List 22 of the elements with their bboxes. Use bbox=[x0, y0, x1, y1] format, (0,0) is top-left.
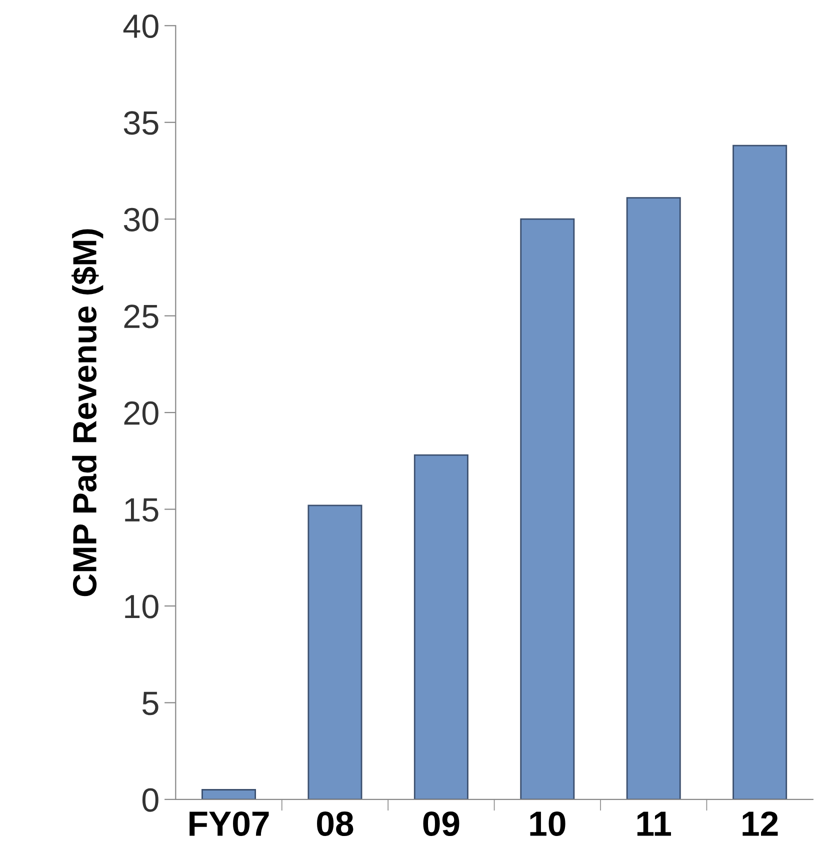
y-tick-label: 40 bbox=[123, 14, 158, 38]
y-tick-label: 25 bbox=[124, 304, 158, 328]
y-tick-label: 0 bbox=[142, 788, 158, 812]
y-tick-label: 20 bbox=[124, 401, 158, 425]
x-tick-label: FY07 bbox=[190, 811, 269, 836]
bar bbox=[520, 218, 575, 800]
x-tick-label: 08 bbox=[317, 811, 354, 836]
y-tick-label: 35 bbox=[124, 111, 158, 135]
y-tick-label: 15 bbox=[125, 498, 158, 522]
bar bbox=[414, 454, 468, 800]
bar bbox=[626, 197, 681, 800]
y-tick-label: 5 bbox=[142, 692, 158, 716]
bar bbox=[202, 789, 256, 800]
x-tick-label: 10 bbox=[530, 811, 566, 836]
x-tick-label: 12 bbox=[742, 811, 778, 836]
y-tick-label: 30 bbox=[124, 208, 158, 232]
y-axis-title: CMP Pad Revenue ($M) bbox=[72, 229, 104, 596]
y-tick-label: 10 bbox=[125, 594, 158, 618]
bar bbox=[732, 144, 788, 800]
bar bbox=[308, 504, 362, 800]
x-tick-label: 09 bbox=[423, 811, 460, 836]
x-tick-label: 11 bbox=[637, 812, 671, 836]
